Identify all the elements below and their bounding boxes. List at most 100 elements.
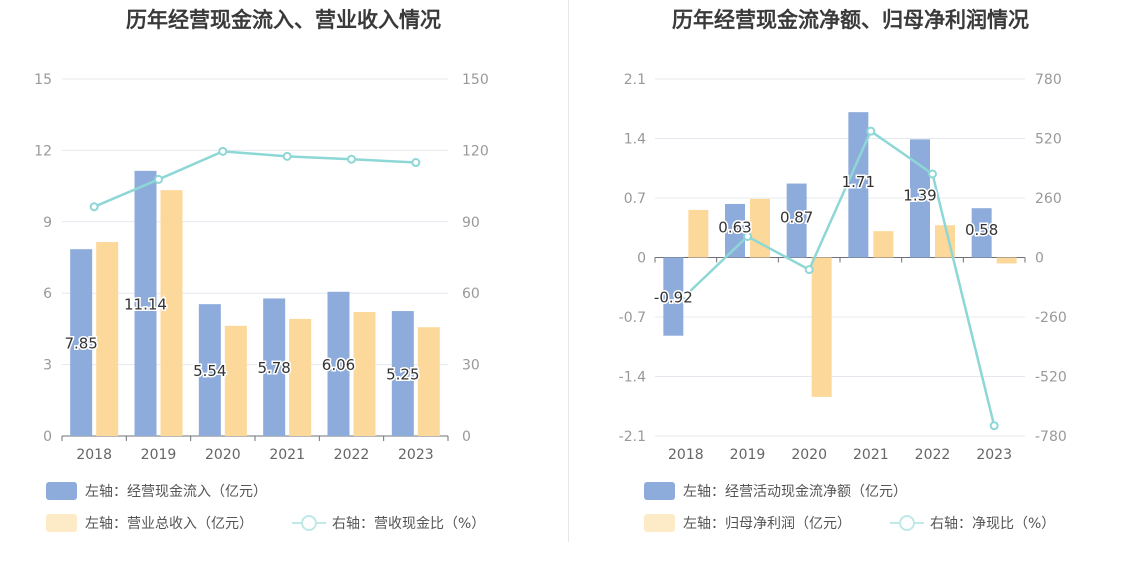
bar-data-label: 1.71	[842, 173, 875, 191]
legend-bar2[interactable]: 左轴：营业总收入（亿元）	[46, 513, 253, 533]
cash-inflow-revenue-panel: 历年经营现金流入、营业收入情况 0 3 6 9 12 15 0 30 60 90 120 150 201…	[34, 8, 489, 533]
revenue-bar	[353, 312, 376, 436]
legend-bar2-swatch	[46, 514, 77, 532]
left-axis-tick-label: 2.1	[624, 72, 646, 88]
revenue-bar	[996, 257, 1017, 264]
x-axis-tick-label: 2018	[76, 447, 112, 463]
ratio-point	[928, 169, 937, 179]
legend-bar1-label: 左轴：经营现金流入（亿元）	[85, 484, 267, 500]
revenue-bar	[811, 257, 832, 397]
revenue-bar	[873, 231, 894, 258]
left-axis-tick-label: -0.7	[619, 310, 646, 326]
legend-bar1-swatch	[46, 482, 77, 500]
panel-divider	[568, 0, 569, 542]
revenue-bar	[688, 209, 709, 258]
revenue-bar	[750, 198, 770, 258]
right-axis-tick-label: 120	[462, 143, 489, 159]
cash-bar	[198, 304, 221, 436]
cash-bar	[70, 249, 93, 436]
x-axis-tick-label: 2023	[398, 447, 434, 463]
left-axis-tick-label: 12	[34, 143, 52, 159]
right-axis-tick-label: 0	[1035, 251, 1044, 267]
bar-data-label: 11.14	[124, 295, 167, 313]
cash-bar	[327, 291, 350, 436]
left-axis-tick-label: 6	[43, 286, 52, 302]
bar-data-label: 5.25	[386, 366, 419, 384]
legend-line-label: 右轴：营收现金比（%）	[332, 516, 486, 532]
right-axis-tick-label: 260	[1035, 191, 1062, 207]
chart-title: 历年经营现金流入、营业收入情况	[126, 8, 441, 32]
ratio-point	[804, 265, 814, 275]
x-axis-tick-label: 2019	[141, 447, 177, 463]
x-axis-tick-label: 2020	[205, 447, 241, 463]
x-axis-tick-label: 2021	[269, 447, 305, 463]
left-axis-tick-label: 1.4	[624, 132, 646, 148]
legend-line[interactable]: 右轴：营收现金比（%）	[292, 513, 485, 533]
bar-data-label: 6.06	[322, 356, 355, 374]
legend-line[interactable]: 右轴：净现比（%）	[890, 513, 1055, 533]
ratio-point	[154, 174, 163, 184]
bar-data-label: 7.85	[64, 335, 97, 353]
legend-bar2-label: 左轴：营业总收入（亿元）	[85, 516, 253, 532]
cash-bar	[663, 257, 684, 336]
ratio-point	[681, 290, 691, 300]
ratio-point	[347, 154, 356, 164]
net-cashflow-profit-panel: 历年经营现金流净额、归母净利润情况 -2.1 -1.4 -0.7 0 0.7 1.4 2.1…	[567, 0, 1134, 582]
legend-bar1[interactable]: 左轴：经营活动现金流净额（亿元）	[644, 481, 907, 501]
revenue-bar	[96, 242, 119, 436]
net-cashflow-profit-chart: -2.1 -1.4 -0.7 0 0.7 1.4 2.1 -780 -520 -260 0 260 52…	[619, 72, 1067, 463]
ratio-point	[411, 158, 421, 168]
legend-bar1[interactable]: 左轴：经营现金流入（亿元）	[46, 481, 267, 501]
legend-bar2[interactable]: 左轴：归母净利润（亿元）	[644, 513, 851, 533]
revenue-bar	[417, 327, 440, 436]
chart-title: 历年经营现金流净额、归母净利润情况	[672, 8, 1029, 32]
right-axis-tick-label: 60	[462, 286, 480, 302]
cash-bar	[134, 170, 157, 437]
right-axis-tick-label: 520	[1035, 132, 1062, 148]
bar-data-label: 0.58	[965, 221, 998, 239]
x-axis-tick-label: 2023	[976, 447, 1012, 463]
left-axis-tick-label: -1.4	[619, 370, 646, 386]
x-axis-tick-label: 2021	[853, 447, 889, 463]
right-axis-tick-label: 90	[462, 215, 480, 231]
legend-bar2-swatch	[644, 514, 675, 532]
right-axis-tick-label: -780	[1035, 429, 1067, 445]
bar-data-label: 5.54	[193, 362, 226, 380]
ratio-line	[684, 129, 996, 426]
ratio-point	[89, 202, 99, 212]
cash-bar	[263, 298, 286, 436]
left-axis-tick-label: 3	[43, 358, 52, 374]
ratio-point	[866, 126, 876, 136]
left-axis-tick-label: 0	[43, 429, 52, 445]
cash-bar	[971, 208, 992, 258]
right-axis-tick-label: -260	[1035, 310, 1067, 326]
legend-line-label: 右轴：净现比（%）	[930, 516, 1056, 532]
x-axis-tick-label: 2022	[334, 447, 370, 463]
right-axis-tick-label: 30	[462, 358, 480, 374]
bar-data-label: 0.87	[780, 209, 813, 227]
revenue-bar	[224, 325, 247, 436]
left-axis-tick-label: -2.1	[619, 429, 646, 445]
legend-line-icon	[292, 514, 326, 532]
ratio-point	[282, 151, 292, 161]
legend-bar1-swatch	[644, 482, 675, 500]
cash-bar	[786, 183, 807, 258]
right-axis-tick-label: 780	[1035, 72, 1062, 88]
ratio-point	[218, 146, 228, 156]
ratio-point	[989, 421, 999, 431]
cash-bar	[391, 311, 414, 436]
bar-data-label: 5.78	[257, 359, 290, 377]
bar-data-label: 0.63	[718, 219, 751, 237]
revenue-bar	[160, 190, 183, 436]
x-axis-tick-label: 2020	[791, 447, 827, 463]
left-axis-tick-label: 0.7	[624, 191, 646, 207]
legend-bar2-label: 左轴：归母净利润（亿元）	[683, 516, 851, 532]
right-axis-tick-label: 150	[462, 72, 489, 88]
left-axis-tick-label: 15	[34, 72, 52, 88]
legend-line-icon	[890, 514, 924, 532]
left-axis-tick-label: 9	[43, 215, 52, 231]
ratio-point	[743, 231, 752, 241]
legend-bar1-label: 左轴：经营活动现金流净额（亿元）	[683, 484, 907, 500]
x-axis-tick-label: 2019	[730, 447, 766, 463]
